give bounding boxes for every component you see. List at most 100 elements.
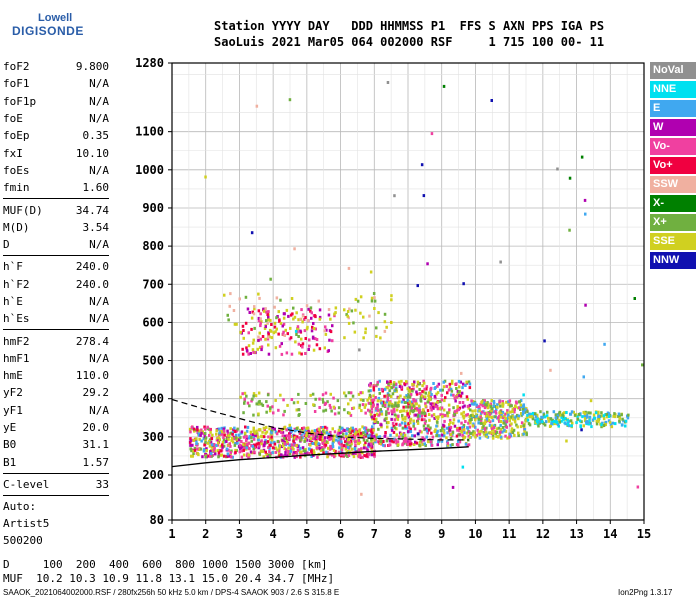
echo-point xyxy=(261,335,265,338)
echo-point xyxy=(286,332,289,336)
echo-point xyxy=(397,414,400,418)
echo-point xyxy=(500,414,503,417)
echo-point xyxy=(400,409,403,413)
echo-point xyxy=(465,431,469,435)
echo-point xyxy=(436,407,440,411)
echo-point xyxy=(519,408,522,411)
echo-point xyxy=(318,347,322,351)
echo-point xyxy=(190,454,193,458)
echo-point xyxy=(436,434,440,438)
echo-point xyxy=(602,414,606,418)
echo-point xyxy=(600,411,603,415)
echo-point xyxy=(315,343,319,347)
echo-point xyxy=(250,399,253,403)
echo-point xyxy=(203,425,206,429)
echo-point xyxy=(585,413,589,417)
echo-point xyxy=(418,429,422,433)
echo-point xyxy=(514,415,517,419)
echo-point xyxy=(323,403,327,406)
echo-point xyxy=(499,435,503,439)
echo-point xyxy=(420,414,424,418)
legend-nnw: NNW xyxy=(650,252,696,269)
legend-vo: Vo+ xyxy=(650,157,696,174)
echo-point xyxy=(426,262,429,266)
y-tick-label: 900 xyxy=(142,201,164,215)
echo-point xyxy=(494,411,498,415)
legend-ssw: SSW xyxy=(650,176,696,193)
echo-point xyxy=(506,416,509,420)
echo-point xyxy=(219,453,223,457)
echo-point xyxy=(489,405,492,409)
echo-point xyxy=(511,431,515,434)
echo-point xyxy=(378,410,382,413)
echo-point xyxy=(226,432,230,435)
echo-point xyxy=(245,454,249,458)
echo-point xyxy=(405,394,408,398)
echo-point xyxy=(539,410,542,414)
param-value: 1.60 xyxy=(82,181,110,195)
echo-point xyxy=(393,413,397,417)
echo-point xyxy=(267,343,270,347)
echo-point xyxy=(267,315,270,319)
echo-point xyxy=(339,436,342,440)
echo-point xyxy=(466,426,470,430)
echo-point xyxy=(455,382,458,386)
echo-point xyxy=(319,448,323,452)
echo-point xyxy=(241,352,245,356)
echo-point xyxy=(448,408,451,412)
x-tick-label: 4 xyxy=(270,527,277,541)
echo-point xyxy=(360,409,363,413)
echo-point xyxy=(275,316,278,320)
echo-point xyxy=(382,400,385,404)
echo-point xyxy=(277,449,281,453)
echo-point xyxy=(295,451,298,455)
echo-point xyxy=(390,417,393,421)
echo-point xyxy=(480,410,484,414)
echo-point xyxy=(519,425,523,429)
echo-point xyxy=(366,398,369,402)
echo-point xyxy=(462,416,466,420)
echo-point xyxy=(412,398,415,401)
echo-point xyxy=(617,414,620,418)
echo-point xyxy=(386,425,389,429)
echo-point xyxy=(474,418,477,422)
echo-point xyxy=(370,453,374,457)
param-value: 10.10 xyxy=(75,146,109,160)
echo-point xyxy=(369,383,372,387)
echo-point xyxy=(436,429,439,433)
echo-point xyxy=(347,266,351,270)
echo-point xyxy=(267,435,270,439)
echo-point xyxy=(457,419,460,423)
echo-point xyxy=(501,404,505,408)
echo-point xyxy=(202,437,206,441)
echo-point xyxy=(210,445,214,449)
echo-point xyxy=(390,439,394,443)
echo-point xyxy=(348,411,351,415)
param-value: N/A xyxy=(89,351,109,365)
echo-point xyxy=(415,441,419,445)
echo-point xyxy=(429,402,432,406)
echo-point xyxy=(245,348,249,352)
echo-point xyxy=(316,432,319,435)
echo-point xyxy=(436,391,440,395)
echo-point xyxy=(266,404,269,408)
echo-point xyxy=(505,425,508,429)
echo-point xyxy=(522,404,525,408)
echo-point xyxy=(252,392,256,396)
echo-point xyxy=(520,412,523,415)
echo-point xyxy=(235,322,238,326)
echo-point xyxy=(301,320,304,324)
echo-point xyxy=(324,391,328,395)
param-key: h`F2 xyxy=(3,277,30,291)
echo-point xyxy=(265,410,268,414)
echo-point xyxy=(297,408,300,412)
legend-x: X+ xyxy=(650,214,696,231)
echo-point xyxy=(458,401,462,404)
auto-code: 500200 xyxy=(3,534,43,548)
echo-point xyxy=(543,339,546,343)
echo-point xyxy=(252,394,255,398)
echo-point xyxy=(340,453,343,456)
echo-point xyxy=(534,415,538,419)
echo-point xyxy=(442,429,445,433)
echo-point xyxy=(510,404,513,408)
